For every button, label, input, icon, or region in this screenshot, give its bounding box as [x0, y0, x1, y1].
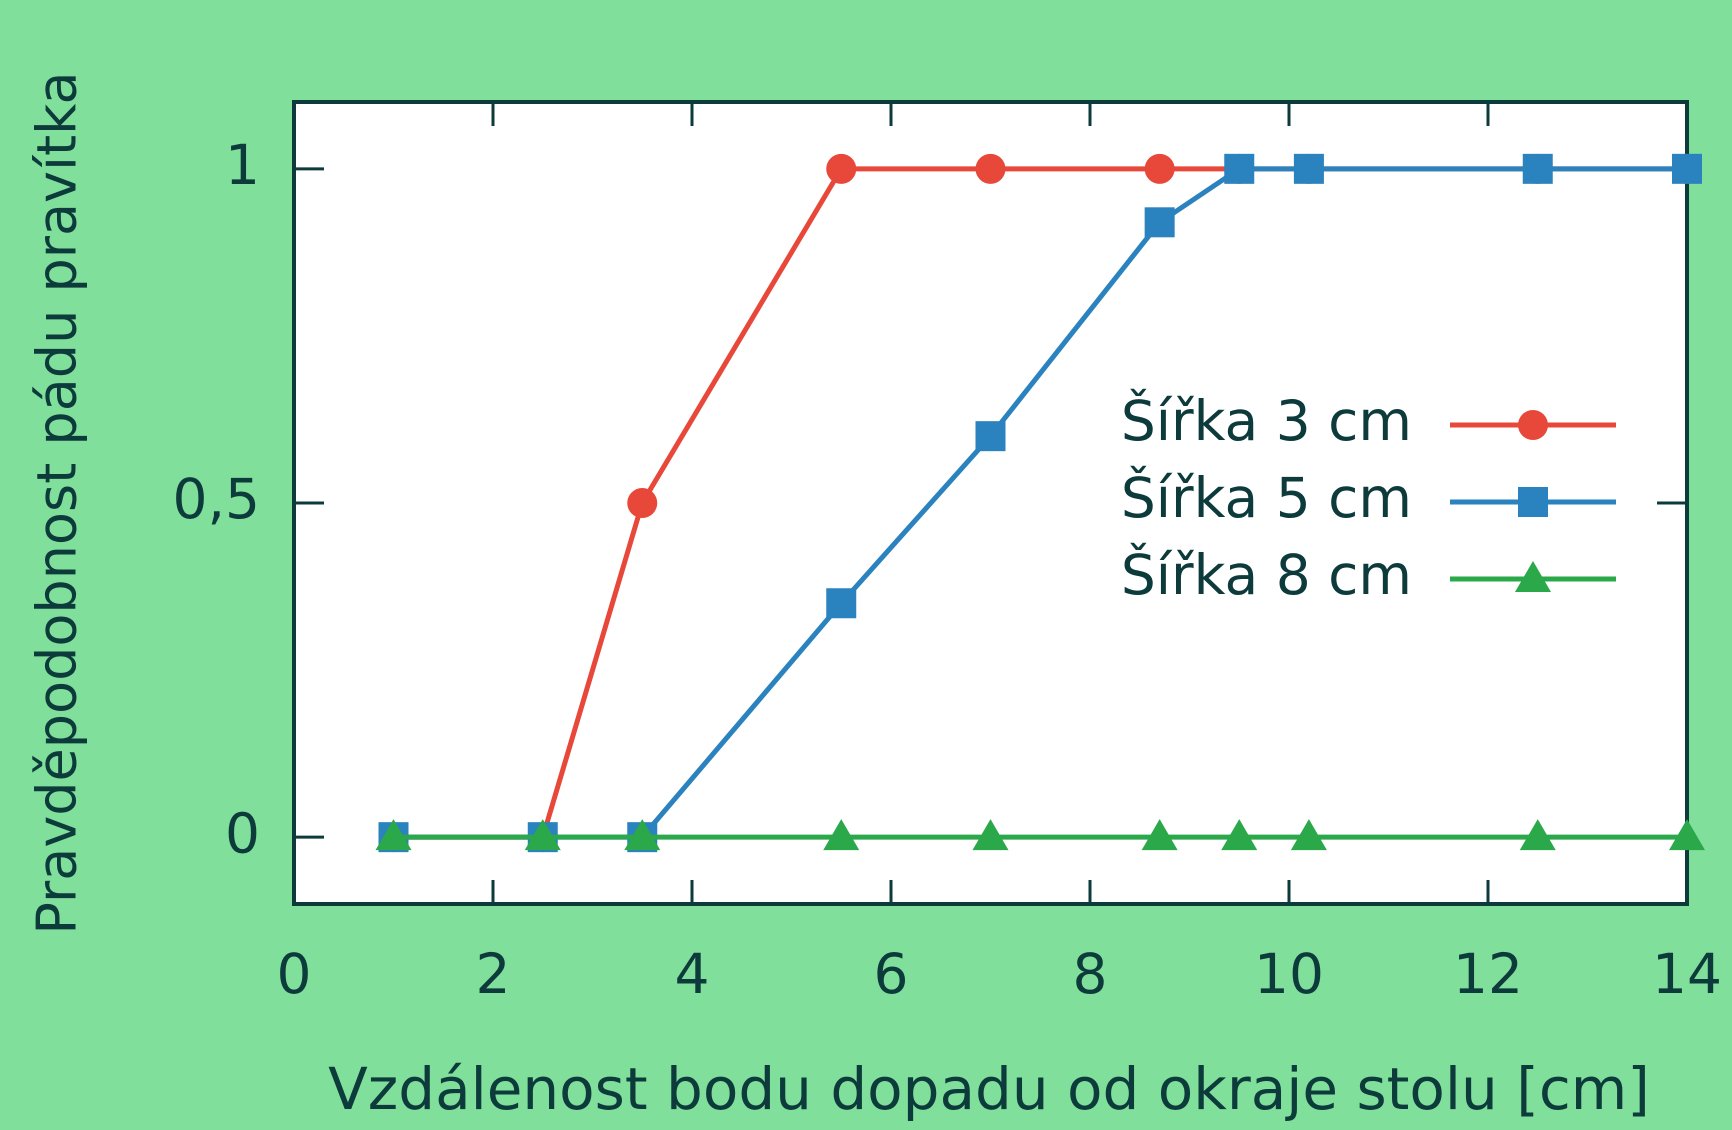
x-tick-label: 4 — [675, 942, 710, 1006]
marker — [1290, 819, 1327, 851]
y-tick-label: 0 — [225, 801, 260, 865]
marker — [1672, 153, 1702, 184]
y-tick-label: 0,5 — [173, 467, 260, 531]
marker — [1522, 153, 1553, 184]
marker — [972, 819, 1009, 851]
marker — [1518, 410, 1548, 440]
marker — [1144, 153, 1175, 184]
x-tick-label: 10 — [1254, 942, 1324, 1006]
marker — [975, 421, 1006, 452]
marker — [1221, 819, 1258, 851]
marker — [375, 819, 412, 851]
marker — [826, 153, 857, 184]
x-tick-label: 6 — [874, 942, 909, 1006]
x-tick-label: 14 — [1652, 942, 1722, 1006]
legend-label: Šířka 5 cm — [1121, 466, 1412, 530]
plot-frame — [292, 100, 1689, 906]
marker — [1144, 207, 1175, 238]
marker — [975, 153, 1006, 184]
marker — [823, 819, 860, 851]
marker — [1293, 153, 1324, 184]
x-tick-label: 12 — [1453, 942, 1523, 1006]
marker — [1519, 819, 1556, 851]
y-tick-label: 1 — [225, 133, 260, 197]
x-tick-label: 2 — [476, 942, 511, 1006]
marker — [624, 819, 661, 851]
legend-label: Šířka 3 cm — [1121, 389, 1412, 453]
x-tick-label: 0 — [277, 942, 312, 1006]
marker — [826, 588, 857, 619]
marker — [1518, 487, 1548, 517]
marker — [1515, 561, 1551, 592]
legend-label: Šířka 8 cm — [1121, 543, 1412, 607]
marker — [627, 488, 658, 518]
y-axis-title: Pravděpodobnost pádu pravítka — [26, 71, 89, 934]
marker — [1669, 819, 1705, 851]
marker — [524, 819, 561, 851]
marker — [1141, 819, 1178, 851]
x-axis-title: Vzdálenost bodu dopadu od okraje stolu [… — [328, 1055, 1650, 1123]
marker — [1224, 153, 1255, 184]
x-tick-label: 8 — [1073, 942, 1108, 1006]
